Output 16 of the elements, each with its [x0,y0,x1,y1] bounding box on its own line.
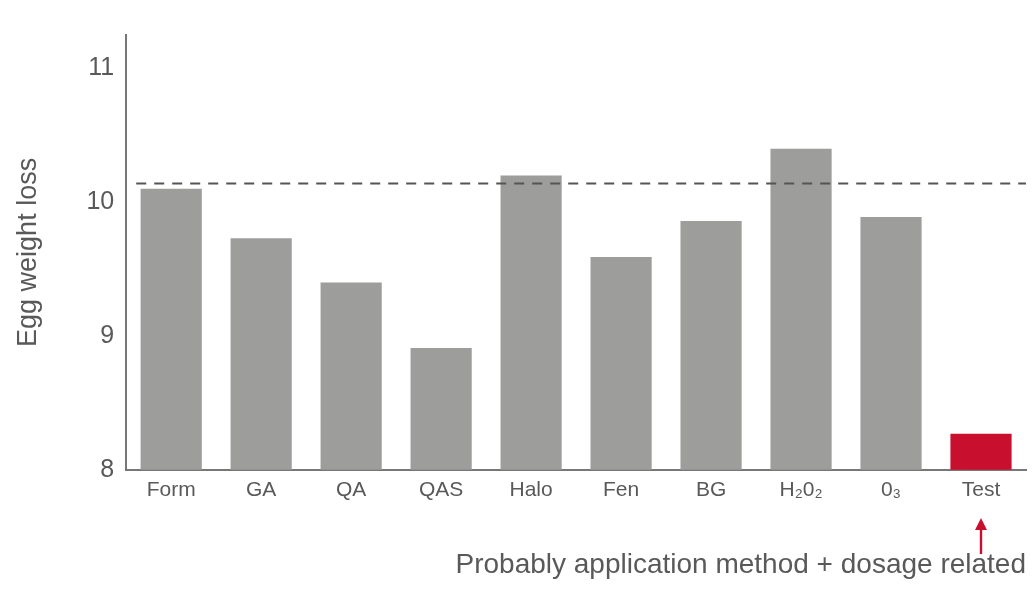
y-tick-label: 9 [100,319,115,348]
x-tick-label: GA [246,477,277,501]
y-tick-label: 11 [88,52,115,81]
x-tick-label: Fen [603,477,640,501]
x-tick-label: H₂0₂ [779,477,823,501]
x-tick-label: QA [335,477,367,501]
x-tick-label: Halo [509,477,553,501]
x-tick-label: QAS [418,477,464,501]
y-axis-title: Egg weight loss [11,157,42,347]
x-tick-label: Form [146,477,196,501]
y-tick-label: 10 [86,186,115,215]
x-tick-label: BG [695,477,727,501]
x-tick-label: 0₃ [880,477,902,501]
x-tick-label: Test [961,477,1001,501]
text: Probably application method + dosage related [455,547,1026,579]
y-tick-label: 8 [100,453,115,482]
